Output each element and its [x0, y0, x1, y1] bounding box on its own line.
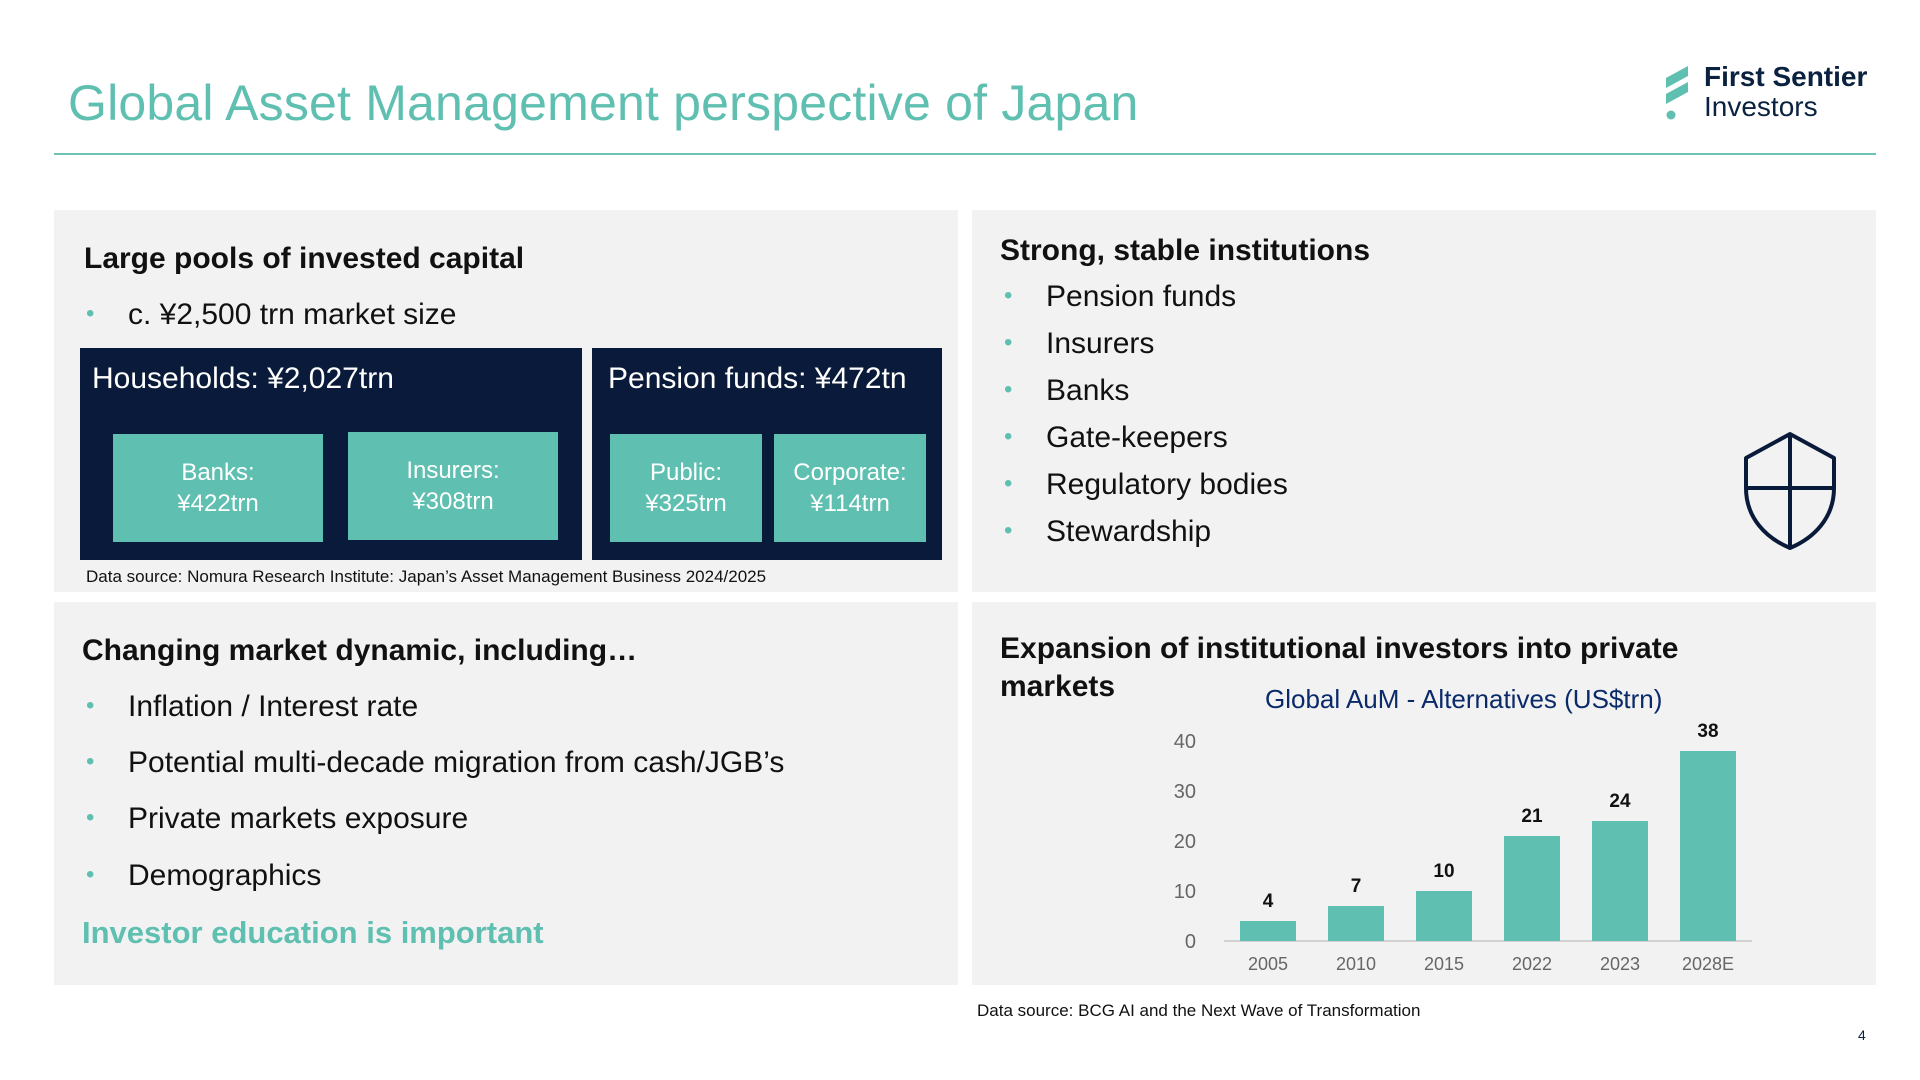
bar-value-label: 21	[1521, 806, 1543, 827]
page-number: 4	[1858, 1027, 1866, 1043]
brand-logo: First Sentier Investors	[1662, 62, 1882, 128]
institutions-panel: Strong, stable institutions • Pension fun…	[972, 210, 1876, 592]
bar-value-label: 4	[1263, 891, 1274, 912]
bar	[1416, 891, 1472, 941]
bullet-item: • Gate-keepers	[1004, 421, 1228, 455]
insurers-box: Insurers: ¥308trn	[348, 432, 558, 540]
panel-heading-line-2: markets	[1000, 670, 1116, 703]
bullet-text: Gate-keepers	[1046, 421, 1228, 454]
bullet-icon: •	[86, 692, 95, 719]
households-label: Households: ¥2,027trn	[92, 362, 394, 395]
private-markets-panel: Expansion of institutional investors int…	[972, 602, 1876, 985]
bullet-icon: •	[1004, 329, 1013, 356]
data-source-note: Data source: Nomura Research Institute: …	[86, 567, 767, 586]
y-tick-label: 0	[1185, 931, 1196, 953]
bullet-item: • Insurers	[1004, 327, 1155, 361]
highlight-text: Investor education is important	[82, 915, 544, 950]
bullet-text: Private markets exposure	[128, 802, 469, 835]
corporate-label: Corporate:	[793, 459, 907, 486]
public-label: Public:	[649, 459, 723, 486]
y-tick-label: 20	[1174, 831, 1196, 853]
bar	[1240, 921, 1296, 941]
bullet-item: • Banks	[1004, 374, 1130, 408]
bar-value-label: 24	[1609, 791, 1631, 812]
chart-title: Global AuM - Alternatives (US$trn)	[1265, 684, 1663, 714]
bar	[1592, 821, 1648, 941]
chart-data-source: Data source: BCG AI and the Next Wave of…	[977, 1001, 1421, 1020]
bullet-icon: •	[1004, 517, 1013, 544]
corporate-box: Corporate: ¥114trn	[774, 434, 926, 542]
bullet-text: Insurers	[1046, 327, 1155, 360]
logo-mark-icon	[1666, 66, 1688, 120]
bullet-item: • c. ¥2,500 trn market size	[86, 298, 457, 332]
panel-heading: Strong, stable institutions	[1000, 234, 1371, 267]
pension-funds-box: Pension funds: ¥472tn Public: ¥325trn Co…	[592, 348, 942, 560]
x-tick-label: 2010	[1336, 954, 1376, 974]
bullet-icon: •	[1004, 376, 1013, 403]
pension-funds-label: Pension funds: ¥472tn	[608, 362, 907, 395]
bullet-item: • Private markets exposure	[86, 802, 469, 836]
bullet-text: Regulatory bodies	[1046, 468, 1288, 501]
logo-line-2: Investors	[1704, 91, 1818, 122]
title-divider	[54, 153, 1876, 155]
bullet-text: Potential multi-decade migration from ca…	[128, 746, 785, 779]
x-tick-label: 2015	[1424, 954, 1464, 974]
panel-heading: Large pools of invested capital	[84, 242, 525, 275]
bar	[1504, 836, 1560, 941]
x-tick-label: 2023	[1600, 954, 1640, 974]
bar-value-label: 10	[1433, 861, 1454, 882]
bullet-text: c. ¥2,500 trn market size	[128, 298, 457, 331]
alternatives-bar-chart: 0 10 20 30 40 4 2005 7 2010 10 2015 21 2022 24 2023 38 2…	[1174, 721, 1752, 974]
bar-value-label: 38	[1697, 721, 1718, 742]
page-title: Global Asset Management perspective of J…	[68, 75, 1139, 131]
public-value: ¥325trn	[645, 490, 727, 517]
x-tick-label: 2022	[1512, 954, 1552, 974]
panel-heading: Changing market dynamic, including…	[82, 634, 638, 667]
bullet-item: • Pension funds	[1004, 280, 1237, 314]
bar	[1680, 751, 1736, 941]
insurers-label: Insurers:	[406, 457, 500, 484]
bullet-icon: •	[1004, 282, 1013, 309]
banks-box: Banks: ¥422trn	[113, 434, 323, 542]
y-tick-label: 40	[1174, 731, 1196, 753]
logo-line-1: First Sentier	[1704, 61, 1868, 92]
bullet-item: • Demographics	[86, 859, 322, 893]
bullet-text: Stewardship	[1046, 515, 1212, 548]
x-tick-label: 2005	[1248, 954, 1288, 974]
bullet-icon: •	[86, 748, 95, 775]
x-tick-label: 2028E	[1682, 954, 1734, 974]
bar-value-label: 7	[1351, 876, 1362, 897]
public-box: Public: ¥325trn	[610, 434, 762, 542]
banks-label: Banks:	[181, 459, 255, 486]
invested-capital-panel: Large pools of invested capital • c. ¥2,…	[54, 210, 958, 592]
shield-icon	[1744, 432, 1836, 550]
bullet-icon: •	[86, 861, 95, 888]
bullet-item: • Potential multi-decade migration from c…	[86, 746, 785, 780]
bar	[1328, 906, 1384, 941]
bullet-item: • Inflation / Interest rate	[86, 690, 419, 724]
panel-heading-line-1: Expansion of institutional investors int…	[1000, 632, 1679, 665]
bullet-text: Inflation / Interest rate	[128, 690, 419, 723]
bullet-icon: •	[86, 300, 95, 327]
y-tick-label: 10	[1174, 881, 1196, 903]
bullet-item: • Stewardship	[1004, 515, 1212, 549]
corporate-value: ¥114trn	[810, 490, 890, 517]
bullet-icon: •	[1004, 470, 1013, 497]
insurers-value: ¥308trn	[412, 488, 494, 515]
market-dynamic-panel: Changing market dynamic, including… • Inf…	[54, 602, 958, 985]
bullet-text: Banks	[1046, 374, 1130, 407]
y-tick-label: 30	[1174, 781, 1196, 803]
bullet-icon: •	[1004, 423, 1013, 450]
bullet-item: • Regulatory bodies	[1004, 468, 1288, 502]
bullet-icon: •	[86, 804, 95, 831]
bullet-text: Pension funds	[1046, 280, 1237, 313]
banks-value: ¥422trn	[177, 490, 259, 517]
households-box: Households: ¥2,027trn Banks: ¥422trn Ins…	[80, 348, 582, 560]
bullet-text: Demographics	[128, 859, 322, 892]
